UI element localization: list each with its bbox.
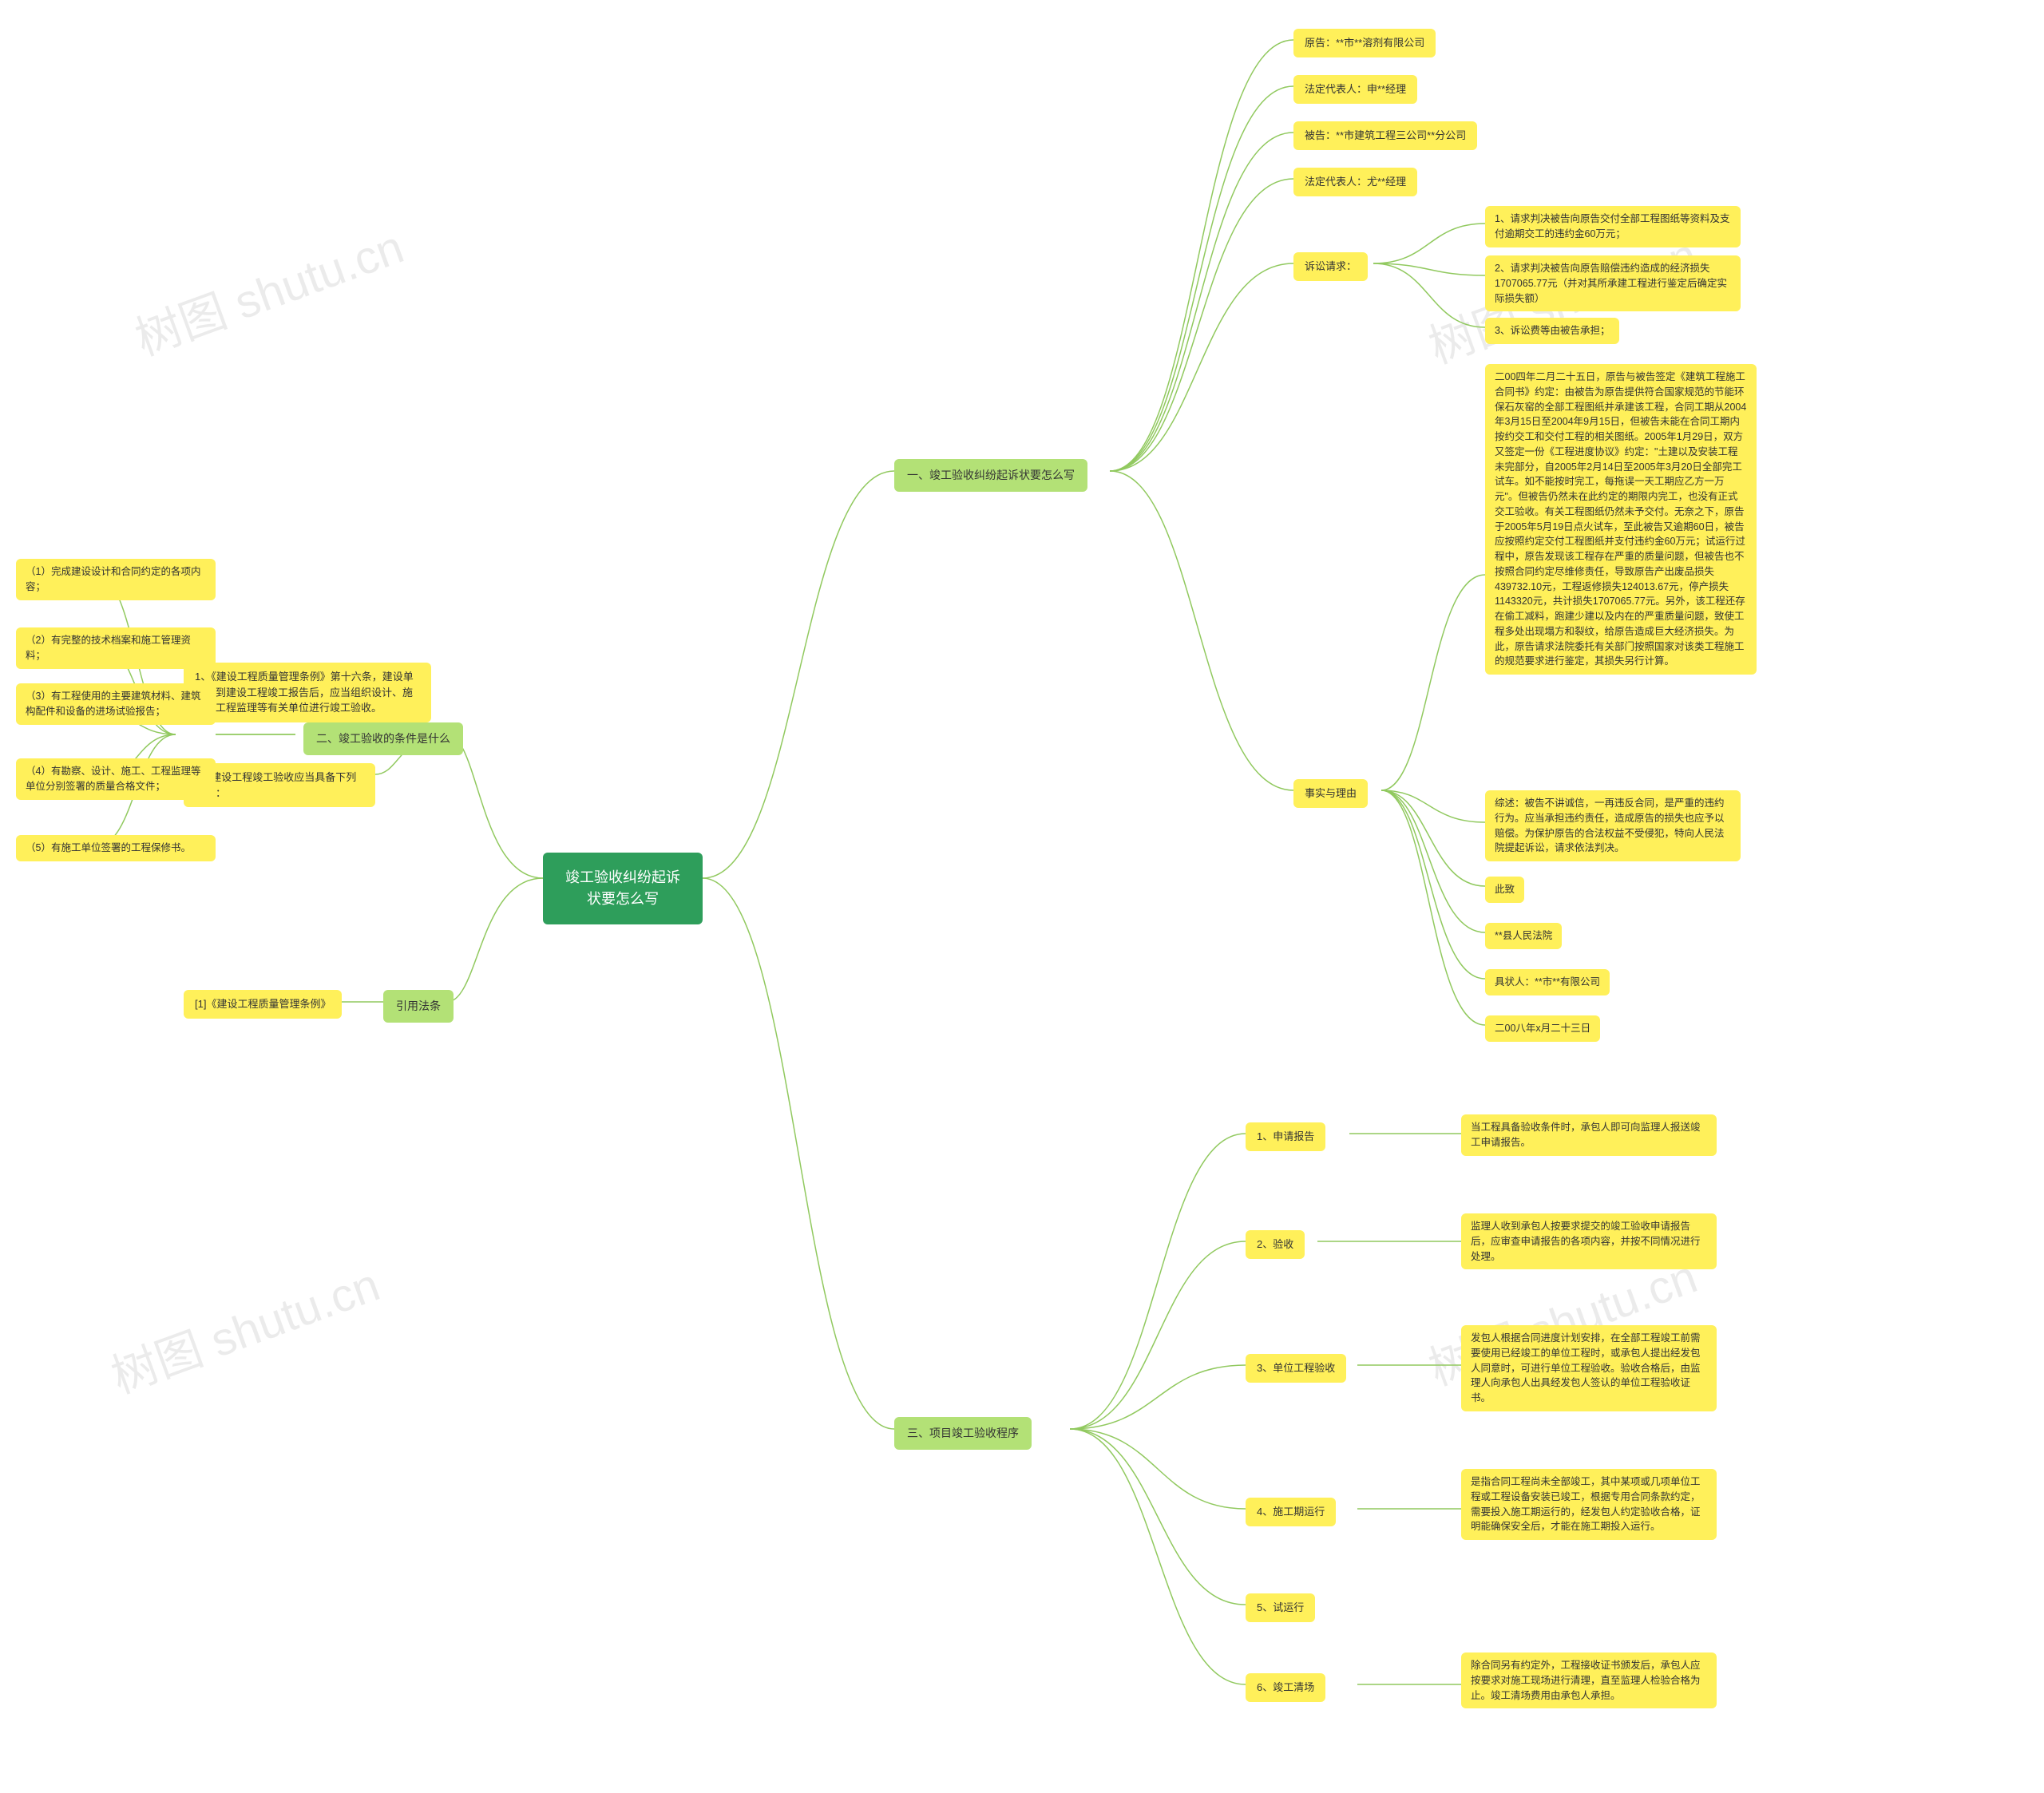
step-3-label: 3、单位工程验收 <box>1246 1354 1346 1383</box>
two-s3: （3）有工程使用的主要建筑材料、建筑构配件和设备的进场试验报告； <box>16 683 216 725</box>
facts-6: 二00八年x月二十三日 <box>1485 1015 1600 1042</box>
facts-label: 事实与理由 <box>1293 779 1368 808</box>
two-s4: （4）有勘察、设计、施工、工程监理等单位分别签署的质量合格文件； <box>16 758 216 800</box>
watermark: 树图 shutu.cn <box>125 209 411 368</box>
watermark: 树图 shutu.cn <box>101 1247 387 1406</box>
facts-5: 具状人：**市**有限公司 <box>1485 969 1610 995</box>
claim-1: 1、请求判决被告向原告交付全部工程图纸等资料及支付逾期交工的违约金60万元； <box>1485 206 1741 247</box>
step-4-body: 是指合同工程尚未全部竣工，其中某项或几项单位工程或工程设备安装已竣工，根据专用合… <box>1461 1469 1717 1540</box>
claim-3: 3、诉讼费等由被告承担； <box>1485 318 1619 344</box>
claim-2: 2、请求判决被告向原告赔偿违约造成的经济损失1707065.77元（并对其所承建… <box>1485 255 1741 311</box>
root-node: 竣工验收纠纷起诉状要怎么写 <box>543 853 703 924</box>
two-s5: （5）有施工单位签署的工程保修书。 <box>16 835 216 861</box>
law-ref: [1]《建设工程质量管理条例》 <box>184 990 342 1019</box>
plaintiff-rep: 法定代表人：申**经理 <box>1293 75 1417 104</box>
branch-two: 二、竣工验收的条件是什么 <box>303 722 463 755</box>
facts-4: **县人民法院 <box>1485 923 1562 949</box>
step-1-body: 当工程具备验收条件时，承包人即可向监理人报送竣工申请报告。 <box>1461 1114 1717 1156</box>
two-child1-text: 1、《建设工程质量管理条例》第十六条，建设单位收到建设工程竣工报告后，应当组织设… <box>195 671 414 714</box>
branch-three: 三、项目竣工验收程序 <box>894 1417 1032 1450</box>
branch-one: 一、竣工验收纠纷起诉状要怎么写 <box>894 459 1087 492</box>
step-6-label: 6、竣工清场 <box>1246 1673 1325 1702</box>
two-s2: （2）有完整的技术档案和施工管理资料； <box>16 627 216 669</box>
step-1-label: 1、申请报告 <box>1246 1122 1325 1151</box>
facts-1: 二00四年二月二十五日，原告与被告签定《建筑工程施工合同书》约定：由被告为原告提… <box>1485 364 1757 675</box>
two-s1: （1）完成建设设计和合同约定的各项内容； <box>16 559 216 600</box>
step-4-label: 4、施工期运行 <box>1246 1498 1336 1526</box>
claims-label: 诉讼请求： <box>1293 252 1368 281</box>
branch-law: 引用法条 <box>383 990 454 1023</box>
step-6-body: 除合同另有约定外，工程接收证书颁发后，承包人应按要求对施工现场进行清理，直至监理… <box>1461 1652 1717 1708</box>
defendant: 被告：**市建筑工程三公司**分公司 <box>1293 121 1477 150</box>
facts-2: 综述：被告不讲诚信，一再违反合同，是严重的违约行为。应当承担违约责任，造成原告的… <box>1485 790 1741 861</box>
step-3-body: 发包人根据合同进度计划安排，在全部工程竣工前需要使用已经竣工的单位工程时，或承包… <box>1461 1325 1717 1411</box>
facts-3: 此致 <box>1485 877 1524 903</box>
two-child1: 1、《建设工程质量管理条例》第十六条，建设单位收到建设工程竣工报告后，应当组织设… <box>184 663 431 722</box>
step-5-label: 5、试运行 <box>1246 1593 1315 1622</box>
defendant-rep: 法定代表人：尤**经理 <box>1293 168 1417 196</box>
plaintiff: 原告：**市**溶剂有限公司 <box>1293 29 1436 57</box>
step-2-label: 2、验收 <box>1246 1230 1305 1259</box>
step-2-body: 监理人收到承包人按要求提交的竣工验收申请报告后，应审查申请报告的各项内容，并按不… <box>1461 1213 1717 1269</box>
